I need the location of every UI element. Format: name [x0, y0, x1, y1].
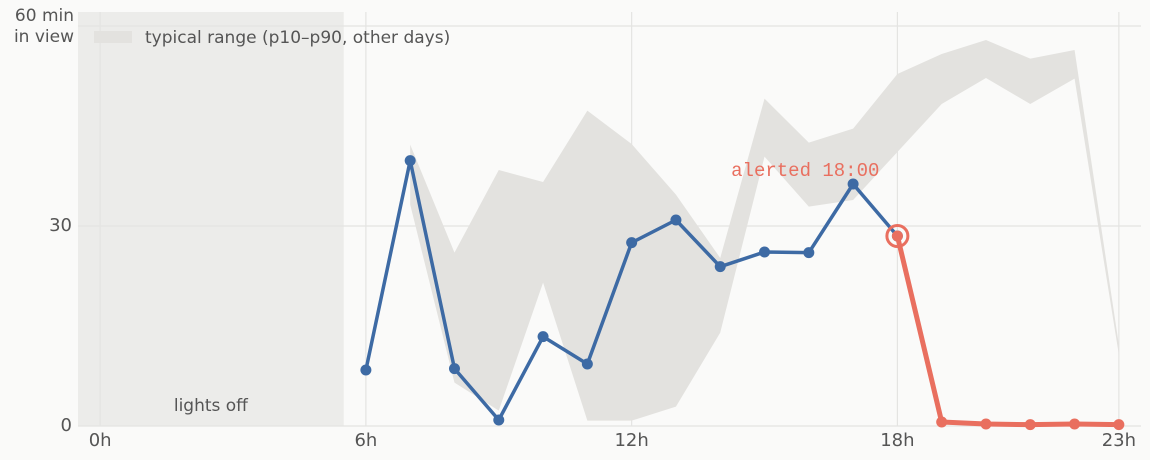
lights-off-label: lights off — [174, 396, 249, 416]
data-point — [714, 261, 726, 273]
data-point — [493, 414, 505, 426]
legend-label: typical range (p10–p90, other days) — [145, 28, 450, 48]
legend-swatch — [94, 31, 132, 43]
data-point — [1069, 418, 1081, 430]
data-point — [847, 178, 859, 190]
data-point — [759, 246, 771, 258]
data-point — [891, 230, 903, 242]
data-point — [980, 418, 992, 430]
y-tick-label: 0 — [61, 415, 72, 436]
y-tick-label: 60 min in view — [13, 6, 74, 47]
typical-range-band — [410, 40, 1119, 421]
data-point — [360, 364, 372, 376]
data-point — [1113, 419, 1125, 431]
x-tick-label: 18h — [880, 430, 914, 451]
data-point — [936, 416, 948, 428]
lights-off-region — [78, 12, 344, 426]
alert-ring — [885, 224, 910, 248]
data-point — [670, 214, 682, 226]
alert-label: alerted 18:00 — [731, 160, 879, 182]
x-tick-label: 23h — [1102, 430, 1136, 451]
series-line — [894, 235, 1119, 428]
data-point — [803, 247, 815, 259]
data-point — [626, 237, 638, 249]
data-point — [404, 155, 416, 167]
data-point — [537, 331, 549, 343]
x-tick-label: 12h — [614, 430, 648, 451]
data-point — [581, 358, 593, 370]
data-point — [1024, 419, 1036, 431]
x-tick-label: 6h — [354, 430, 377, 451]
x-tick-label: 0h — [89, 430, 112, 451]
y-tick-label: 30 — [49, 215, 72, 236]
data-point — [448, 363, 460, 375]
